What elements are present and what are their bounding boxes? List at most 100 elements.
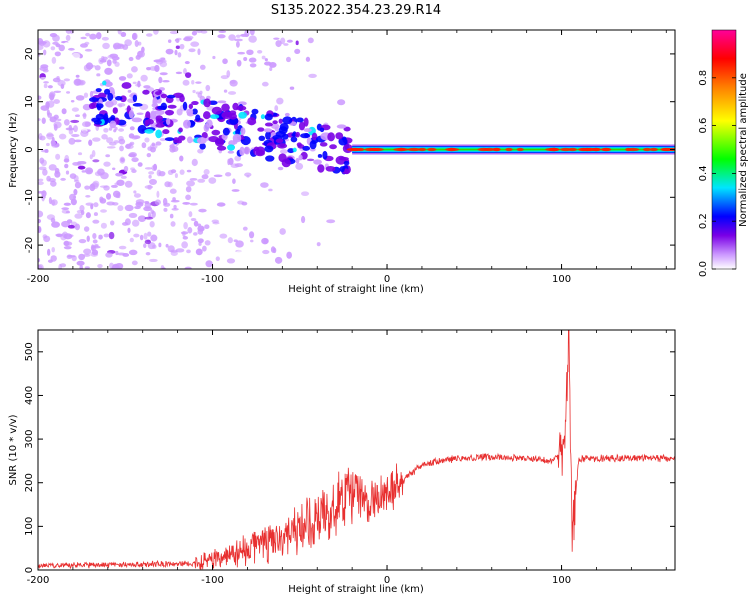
heat-cell — [159, 138, 167, 142]
heat-cell — [89, 154, 93, 160]
heat-cell — [46, 133, 55, 137]
heat-cell — [160, 259, 168, 266]
heat-cell — [305, 56, 311, 62]
heat-cell — [92, 239, 98, 244]
heat-cell — [61, 207, 70, 211]
heat-cell — [83, 92, 89, 98]
heat-cell — [251, 108, 259, 115]
heat-cell — [263, 238, 268, 244]
heat-cell — [217, 100, 227, 104]
heat-cell — [110, 184, 118, 188]
heat-cell — [123, 165, 129, 172]
heat-cell — [56, 76, 60, 80]
heat-cell — [59, 263, 67, 268]
spectrogram-xtick-label: 100 — [552, 274, 571, 285]
heat-cell — [155, 129, 162, 139]
carrier-peak — [660, 147, 671, 152]
heat-cell — [257, 49, 263, 54]
heat-cell — [181, 241, 188, 249]
heat-cell — [213, 174, 223, 178]
heat-cell — [218, 30, 227, 34]
heat-cell — [344, 168, 349, 175]
heat-cell — [187, 227, 193, 234]
heat-cell — [117, 102, 126, 107]
heat-cell — [50, 46, 56, 51]
heat-cell — [93, 202, 99, 208]
heat-cell — [188, 48, 196, 53]
heat-cell — [110, 220, 115, 226]
heat-cell — [185, 186, 192, 193]
heat-cell — [147, 146, 153, 151]
snr-xlabel: Height of straight line (km) — [288, 584, 424, 595]
heat-cell — [319, 127, 325, 133]
heat-cell — [38, 263, 44, 269]
heat-cell — [124, 180, 133, 188]
heat-cell — [100, 209, 107, 213]
heat-cell — [276, 97, 284, 105]
heat-cell — [80, 80, 84, 85]
heat-cell — [128, 109, 135, 119]
heat-cell — [82, 112, 87, 120]
heat-cell — [170, 221, 176, 227]
heat-cell — [264, 145, 274, 153]
heat-cell — [144, 137, 150, 143]
heat-cell — [48, 178, 56, 183]
heat-cell — [63, 202, 72, 206]
heat-cell — [46, 109, 50, 116]
spectrogram-ytick-label: 10 — [24, 95, 35, 108]
heat-cell — [132, 103, 143, 107]
heat-cell — [236, 59, 242, 67]
heat-cell — [204, 240, 211, 246]
heat-cell — [113, 140, 120, 144]
heat-cell — [186, 169, 192, 173]
heat-cell — [250, 239, 254, 243]
heat-cell — [296, 142, 302, 147]
heat-cell — [167, 245, 175, 253]
heat-cell — [191, 100, 199, 106]
heat-cell — [106, 146, 116, 149]
heat-cell — [286, 56, 291, 63]
heat-cell — [179, 155, 184, 162]
heat-cell — [149, 178, 157, 186]
heat-cell — [151, 142, 156, 147]
heat-cell — [286, 39, 293, 43]
heat-cell — [38, 95, 42, 100]
carrier-peak — [357, 147, 365, 152]
heat-cell — [309, 140, 317, 150]
heat-cell — [203, 77, 213, 84]
heat-cell — [185, 194, 191, 201]
heat-cell — [201, 174, 209, 180]
heat-cell — [280, 37, 286, 45]
heat-cell — [306, 158, 315, 162]
heat-cell — [162, 79, 170, 83]
heat-cell — [62, 231, 68, 239]
heat-cell — [236, 250, 245, 255]
heat-cell — [102, 42, 110, 50]
heat-cell — [63, 158, 70, 163]
heat-cell — [147, 212, 152, 218]
heat-cell — [149, 258, 158, 263]
heat-cell — [186, 249, 191, 254]
heat-cell — [63, 246, 72, 250]
heat-cell — [212, 221, 220, 225]
heat-cell — [153, 30, 159, 35]
snr-ytick-label: 200 — [24, 473, 35, 492]
heat-cell — [228, 91, 237, 95]
heat-cell — [200, 30, 208, 34]
heat-cell — [231, 189, 240, 192]
heat-cell — [182, 202, 191, 205]
heat-cell — [264, 58, 268, 62]
heat-cell — [79, 264, 83, 269]
heat-cell — [56, 118, 62, 122]
heat-cell — [228, 157, 234, 166]
heat-cell — [199, 64, 206, 70]
heat-cell — [114, 96, 123, 101]
heat-cell — [98, 234, 103, 240]
heat-cell — [38, 44, 44, 51]
heat-cell — [184, 61, 190, 65]
heat-cell — [119, 145, 124, 152]
heat-cell — [141, 142, 147, 149]
heat-cell — [73, 188, 78, 196]
heat-cell — [156, 190, 160, 198]
heat-cell — [65, 30, 72, 34]
